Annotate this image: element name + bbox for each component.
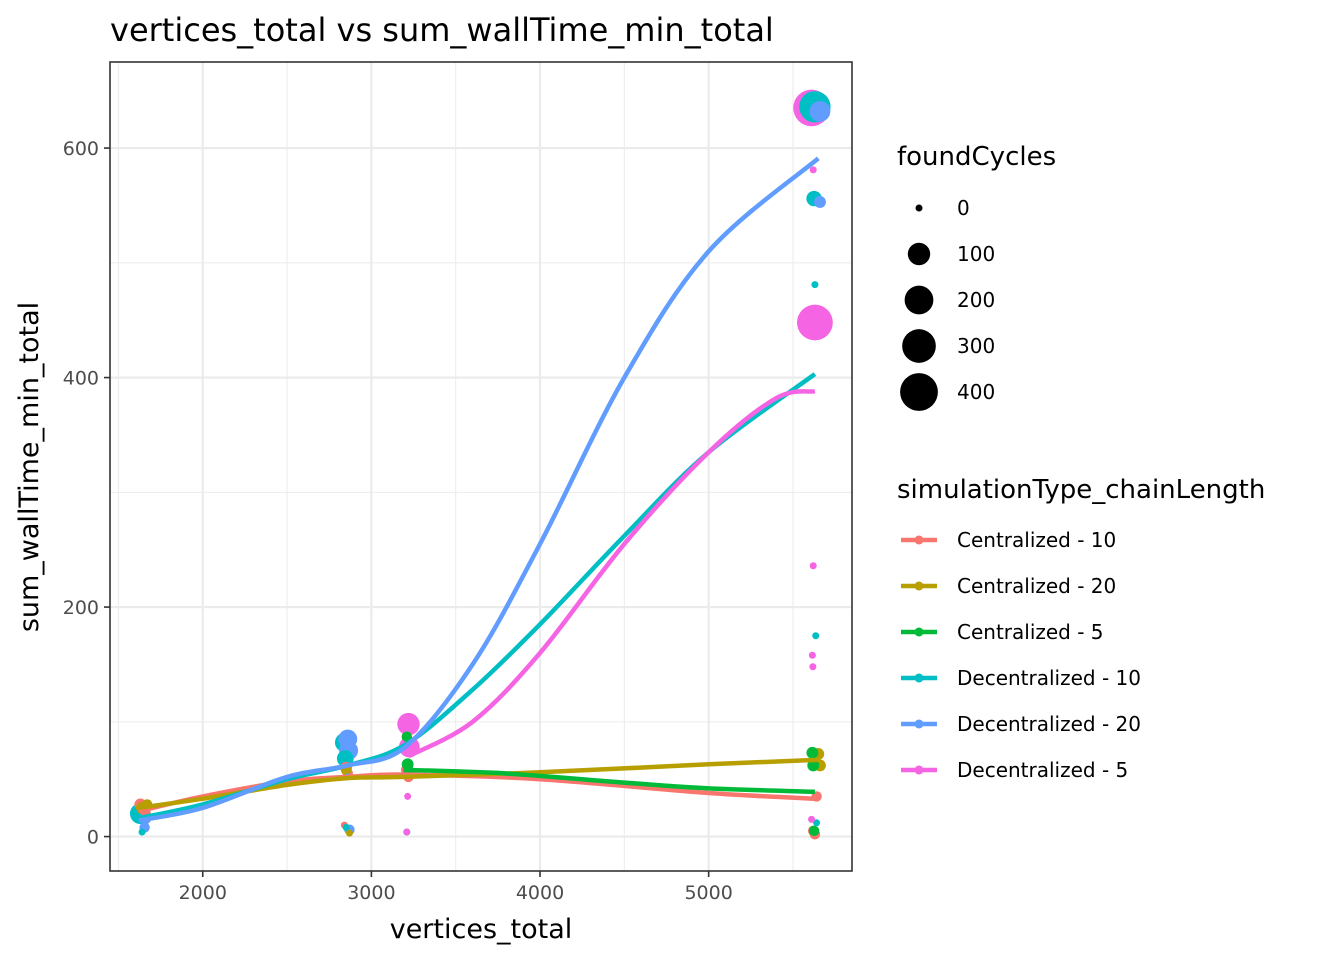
smooth-line bbox=[407, 389, 816, 759]
size-legend-title: foundCycles bbox=[897, 142, 1056, 172]
data-point bbox=[796, 304, 833, 341]
data-point bbox=[811, 281, 819, 289]
y-tick-label: 600 bbox=[63, 138, 99, 160]
color-legend-dot bbox=[914, 765, 924, 775]
y-tick-label: 0 bbox=[87, 827, 99, 849]
panel-border bbox=[109, 61, 853, 872]
data-point bbox=[807, 759, 820, 772]
color-legend-label: Decentralized - 20 bbox=[957, 712, 1141, 736]
smooth-line bbox=[138, 156, 820, 823]
panel-background bbox=[110, 62, 852, 871]
x-axis-title: vertices_total bbox=[390, 914, 573, 945]
x-tick-label: 2000 bbox=[179, 882, 227, 904]
x-axis: 2000 3000 4000 5000 bbox=[179, 871, 733, 904]
size-legend-label: 300 bbox=[957, 334, 995, 358]
size-legend-key bbox=[907, 242, 931, 266]
plot-panel bbox=[109, 61, 853, 872]
size-legend-label: 200 bbox=[957, 288, 995, 312]
data-point bbox=[806, 746, 819, 759]
size-legend-label: 100 bbox=[957, 242, 995, 266]
x-tick-label: 3000 bbox=[347, 882, 395, 904]
color-legend-label: Centralized - 5 bbox=[957, 620, 1104, 644]
data-point bbox=[397, 712, 420, 736]
color-legend-dot bbox=[914, 673, 924, 683]
size-legend-key bbox=[915, 204, 923, 212]
color-legend-label: Centralized - 20 bbox=[957, 574, 1116, 598]
data-point bbox=[812, 632, 820, 640]
data-point bbox=[808, 815, 816, 823]
smooth-line bbox=[138, 757, 821, 811]
data-point bbox=[138, 828, 146, 836]
color-legend-title: simulationType_chainLength bbox=[897, 475, 1265, 505]
data-point bbox=[809, 166, 817, 174]
data-point bbox=[808, 825, 820, 837]
data-point bbox=[404, 792, 412, 800]
size-legend-key bbox=[900, 373, 938, 411]
size-legend-label: 0 bbox=[957, 196, 970, 220]
smooth-line bbox=[408, 767, 815, 795]
y-tick-label: 400 bbox=[63, 368, 99, 390]
color-legend-label: Decentralized - 5 bbox=[957, 758, 1128, 782]
color-legend: simulationType_chainLength Centralized -… bbox=[897, 475, 1265, 782]
color-legend-dot bbox=[914, 535, 924, 545]
y-tick-label: 200 bbox=[63, 597, 99, 619]
color-legend-dot bbox=[914, 627, 924, 637]
size-legend-label: 400 bbox=[957, 380, 995, 404]
color-legend-label: Centralized - 10 bbox=[957, 528, 1116, 552]
y-axis-title: sum_wallTime_min_total bbox=[14, 302, 45, 632]
x-tick-label: 4000 bbox=[516, 882, 564, 904]
size-legend-key bbox=[902, 329, 936, 363]
data-point bbox=[342, 823, 350, 831]
color-legend-dot bbox=[914, 581, 924, 591]
chart-title: vertices_total vs sum_wallTime_min_total bbox=[110, 11, 774, 49]
x-tick-label: 5000 bbox=[684, 882, 732, 904]
data-point bbox=[809, 562, 817, 570]
size-legend-key bbox=[904, 285, 934, 315]
data-point bbox=[809, 663, 817, 671]
data-point bbox=[813, 819, 821, 827]
data-point bbox=[808, 651, 816, 659]
data-point bbox=[814, 196, 826, 208]
data-point bbox=[809, 100, 831, 122]
color-legend-dot bbox=[914, 719, 924, 729]
data-point bbox=[403, 828, 411, 836]
color-legend-label: Decentralized - 10 bbox=[957, 666, 1141, 690]
smooth-line bbox=[138, 772, 816, 814]
y-axis: 0 200 400 600 bbox=[63, 138, 110, 849]
size-legend: foundCycles 0 100 200 300 400 bbox=[897, 142, 1056, 411]
data-point bbox=[345, 829, 353, 837]
